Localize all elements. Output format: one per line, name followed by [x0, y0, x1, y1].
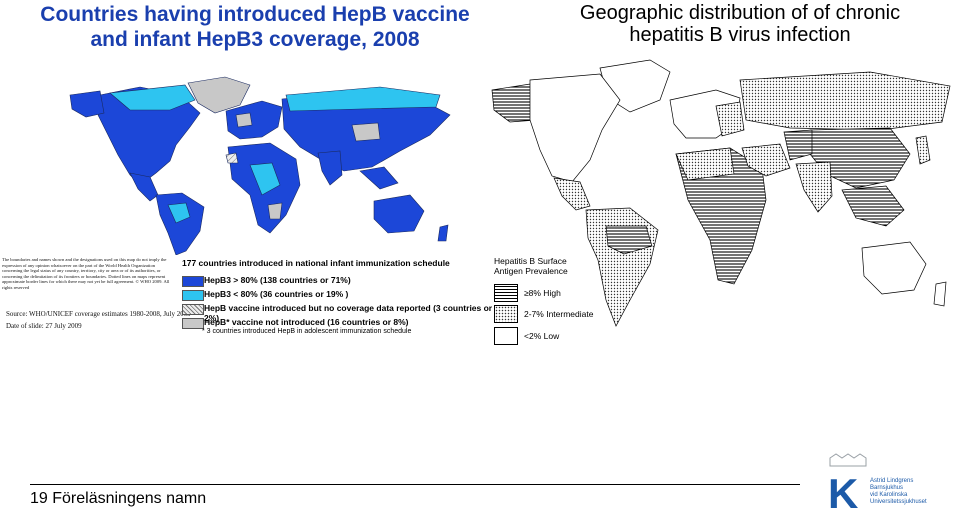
canada-north [109, 84, 196, 111]
legend-swatch [182, 276, 204, 287]
logo-text-line3: vid Karolinska [870, 492, 908, 498]
legend-swatch [494, 327, 518, 345]
footer-divider [30, 484, 800, 485]
australia-r [861, 241, 927, 295]
north-africa [675, 147, 735, 181]
left-map-title: Countries having introduced HepB vaccine… [20, 2, 490, 52]
amazon-high [605, 225, 653, 255]
left-legend: 177 countries introduced in national inf… [180, 258, 500, 340]
left-map-title-line2: and infant HepB3 coverage, 2008 [90, 28, 420, 51]
legend-label: 2-7% Intermediate [524, 309, 594, 319]
legend-label: <2% Low [524, 331, 560, 341]
south-america [155, 192, 205, 255]
new-zealand-r [933, 281, 947, 307]
logo-text: Astrid Lindgrens Barnsjukhus vid Karolin… [870, 478, 927, 506]
left-map-title-line1: Countries having introduced HepB vaccine [40, 3, 470, 26]
legend-swatch [494, 284, 518, 302]
se-asia-r [841, 185, 905, 227]
source-text: Source: WHO/UNICEF coverage estimates 19… [6, 310, 191, 318]
legend-label: ≥8% High [524, 288, 561, 298]
disclaimer-text: The boundaries and names shown and the d… [2, 257, 170, 290]
asia-grey [351, 122, 381, 142]
right-world-map [491, 59, 951, 327]
legend-label: HepB vaccine introduced but no coverage … [204, 303, 493, 323]
logo-text-line2: Barnsjukhus [870, 485, 904, 491]
legend-label: HepB3 < 80% (36 countries or 19% ) [204, 289, 349, 299]
japan-r [915, 135, 931, 165]
russia [285, 86, 441, 112]
e-europe [715, 101, 745, 137]
se-asia [359, 166, 399, 190]
left-world-map [69, 76, 451, 255]
right-legend-title: Hepatitis B Surface Antigen Prevalence [494, 256, 594, 276]
legend-label: HepB* vaccine not introduced (16 countri… [204, 317, 409, 327]
legend-swatch [182, 318, 204, 329]
africa-grey [267, 202, 283, 220]
legend-label: HepB3 > 80% (138 countries or 71%) [204, 275, 351, 285]
antarctic-hatch [225, 152, 239, 164]
hospital-logo: K Astrid Lindgrens Barnsjukhus vid Karol… [826, 452, 956, 512]
legend-item-no-data: HepB vaccine introduced but no coverage … [182, 302, 502, 323]
legend-item-not-introduced: HepB* vaccine not introduced (16 countri… [182, 316, 502, 330]
right-legend: ≥8% High 2-7% Intermediate <2% Low [494, 282, 644, 345]
slide-label: 19 Föreläsningens namn [30, 490, 207, 507]
europe [225, 100, 283, 140]
alaska-r [491, 83, 537, 123]
right-legend-title-line2: Antigen Prevalence [494, 266, 568, 276]
legend-footnote: * 3 countries introduced HepB in adolesc… [202, 328, 412, 335]
right-map-title-line1: Geographic distribution of of chronic [579, 2, 901, 24]
right-legend-title-line1: Hepatitis B Surface [494, 256, 567, 266]
india-r [795, 161, 833, 213]
legend-header: 177 countries introduced in national inf… [182, 258, 450, 268]
legend-swatch [182, 304, 204, 315]
legend-item-low: <2% Low [494, 325, 644, 345]
greenland [187, 76, 251, 114]
australia [373, 194, 425, 234]
legend-item-high: ≥8% High [494, 282, 644, 302]
south-america-b [167, 202, 191, 224]
new-zealand [437, 224, 449, 242]
right-map-title-line2: hepatitis B virus infection [629, 24, 851, 46]
north-america-r [529, 73, 621, 183]
legend-item-intermediate: 2-7% Intermediate [494, 303, 644, 323]
crown-icon: K [828, 453, 867, 512]
russia-r [739, 71, 951, 131]
legend-item-high-coverage: HepB3 > 80% (138 countries or 71%) [182, 274, 502, 288]
legend-swatch [494, 305, 518, 323]
india [317, 150, 343, 186]
legend-item-low-coverage: HepB3 < 80% (36 countries or 19% ) [182, 288, 502, 302]
logo-text-line1: Astrid Lindgrens [870, 478, 914, 484]
date-text: Date of slide: 27 July 2009 [6, 322, 82, 330]
africa-b [249, 162, 281, 196]
legend-swatch [182, 290, 204, 301]
central-america-r [553, 177, 591, 211]
central-america [129, 172, 159, 202]
middle-east [741, 143, 791, 177]
europe-grey [235, 112, 253, 128]
logo-letter: K [828, 470, 858, 512]
china-r [809, 127, 911, 189]
alaska [69, 90, 105, 118]
central-asia [783, 129, 813, 161]
right-map-title: Geographic distribution of of chronic he… [520, 2, 959, 46]
logo-text-line4: Universitetssjukhuset [870, 499, 927, 505]
